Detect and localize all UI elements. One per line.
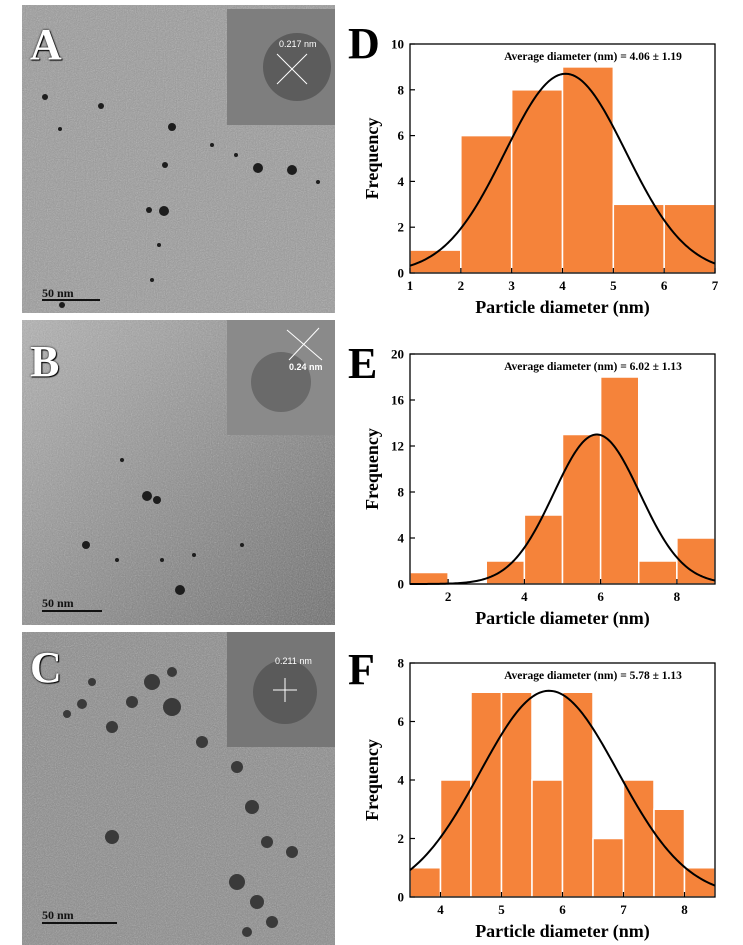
y-tick-label: 0 bbox=[398, 890, 405, 905]
y-tick-label: 8 bbox=[398, 656, 405, 671]
plot-frame bbox=[409, 353, 716, 585]
x-tick-label: 4 bbox=[437, 902, 444, 917]
x-axis-label: Particle diameter (nm) bbox=[475, 608, 650, 629]
tem-panel-a: A 0.217 nm 50 nm bbox=[22, 5, 335, 313]
histogram-bar bbox=[460, 134, 513, 274]
histogram-bar bbox=[561, 66, 615, 274]
y-tick-label: 12 bbox=[391, 439, 404, 454]
scalebar-label-a: 50 nm bbox=[42, 286, 74, 300]
histogram-bar bbox=[676, 537, 716, 585]
tem-inset-a: 0.217 nm bbox=[227, 9, 335, 125]
histogram-f: 4 5 6 7 8 0 2 4 6 8 Average diameter (nm) = 5.78 ±… bbox=[340, 625, 740, 945]
x-tick-label: 6 bbox=[597, 589, 604, 604]
x-tick-label: 4 bbox=[559, 278, 566, 293]
histogram-bar bbox=[561, 433, 602, 585]
tem-inset-b: 0.24 nm bbox=[227, 320, 335, 435]
panel-letter-d: D bbox=[348, 19, 380, 68]
tem-panel-b: B 0.24 nm 50 nm bbox=[22, 320, 335, 625]
histogram-bar bbox=[409, 867, 442, 898]
histogram-bar bbox=[683, 867, 716, 898]
x-axis-label: Particle diameter (nm) bbox=[475, 297, 650, 318]
x-tick-label: 3 bbox=[508, 278, 515, 293]
x-tick-label: 7 bbox=[620, 902, 627, 917]
histogram-bar bbox=[612, 203, 665, 274]
histogram-bar bbox=[653, 808, 686, 898]
x-tick-label: 2 bbox=[458, 278, 465, 293]
x-tick-label: 5 bbox=[498, 902, 505, 917]
panel-letter-b: B bbox=[30, 337, 60, 386]
x-tick-label: 1 bbox=[407, 278, 414, 293]
histogram-bar bbox=[663, 203, 716, 274]
x-axis-label: Particle diameter (nm) bbox=[475, 921, 650, 942]
x-tick-label: 2 bbox=[445, 589, 452, 604]
inset-spacing-label-b: 0.24 nm bbox=[289, 362, 323, 372]
chart-title: Average diameter (nm) = 6.02 ± 1.13 bbox=[504, 361, 682, 373]
histogram-bar bbox=[523, 514, 564, 585]
y-tick-label: 8 bbox=[398, 82, 405, 97]
x-tick-label: 8 bbox=[674, 589, 681, 604]
panel-letter-e: E bbox=[348, 339, 378, 388]
y-tick-label: 16 bbox=[391, 393, 405, 408]
x-tick-label: 7 bbox=[712, 278, 719, 293]
x-tick-label: 6 bbox=[661, 278, 668, 293]
gaussian-fit-line bbox=[410, 433, 716, 585]
histogram-d-svg: 1 2 3 4 5 6 7 0 2 4 6 8 10 Average diameter (nm) = 4.… bbox=[362, 37, 719, 319]
histogram-bar bbox=[622, 779, 655, 898]
y-tick-label: 0 bbox=[398, 577, 405, 592]
inset-spacing-label-a: 0.217 nm bbox=[279, 39, 317, 49]
x-tick-label: 6 bbox=[559, 902, 566, 917]
y-axis-label: Frequency bbox=[362, 118, 382, 200]
y-tick-label: 20 bbox=[391, 347, 404, 362]
y-tick-label: 0 bbox=[398, 266, 405, 281]
tem-panel-c: C 0.211 nm 50 nm bbox=[22, 632, 335, 945]
x-tick-label: 8 bbox=[681, 902, 688, 917]
y-tick-label: 2 bbox=[398, 220, 405, 235]
histogram-e-svg: 2 4 6 8 0 4 8 12 16 20 Average diameter (nm) = 6.0… bbox=[362, 347, 716, 629]
inset-spacing-label-c: 0.211 nm bbox=[275, 656, 312, 666]
y-tick-label: 4 bbox=[398, 531, 405, 546]
histogram-bar bbox=[409, 571, 449, 585]
histogram-bar bbox=[470, 691, 503, 898]
y-tick-label: 6 bbox=[398, 128, 405, 143]
y-axis-label: Frequency bbox=[362, 739, 382, 821]
gaussian-fit-line bbox=[409, 689, 716, 887]
y-tick-label: 8 bbox=[398, 485, 405, 500]
histogram-bar bbox=[485, 560, 526, 585]
panel-letter-a: A bbox=[30, 20, 62, 69]
y-tick-label: 4 bbox=[398, 773, 405, 788]
y-tick-label: 4 bbox=[398, 174, 405, 189]
histogram-d: 1 2 3 4 5 6 7 0 2 4 6 8 10 Average diameter (nm) = 4.… bbox=[340, 0, 740, 320]
scalebar-label-c: 50 nm bbox=[42, 908, 74, 922]
panel-letter-c: C bbox=[30, 643, 62, 692]
histogram-f-svg: 4 5 6 7 8 0 2 4 6 8 Average diameter (nm) = 5.78 ±… bbox=[362, 656, 716, 942]
histogram-bar bbox=[599, 376, 640, 585]
chart-title: Average diameter (nm) = 5.78 ± 1.13 bbox=[504, 670, 682, 682]
y-axis-label: Frequency bbox=[362, 428, 382, 510]
tem-inset-c: 0.211 nm bbox=[227, 632, 335, 747]
x-tick-label: 4 bbox=[521, 589, 528, 604]
y-tick-label: 2 bbox=[398, 831, 405, 846]
gaussian-fit-line bbox=[409, 72, 716, 267]
histogram-bar bbox=[510, 89, 564, 274]
panel-letter-f: F bbox=[348, 645, 375, 694]
histogram-e: 2 4 6 8 0 4 8 12 16 20 Average diameter (nm) = 6.0… bbox=[340, 315, 740, 630]
y-tick-label: 6 bbox=[398, 714, 405, 729]
histogram-bar bbox=[500, 691, 533, 898]
histogram-bar bbox=[531, 779, 564, 898]
histogram-bar bbox=[638, 560, 678, 585]
histogram-bar bbox=[592, 837, 625, 898]
chart-title: Average diameter (nm) = 4.06 ± 1.19 bbox=[504, 51, 682, 63]
scalebar-label-b: 50 nm bbox=[42, 596, 74, 610]
x-tick-label: 5 bbox=[610, 278, 617, 293]
y-tick-label: 10 bbox=[391, 37, 404, 52]
